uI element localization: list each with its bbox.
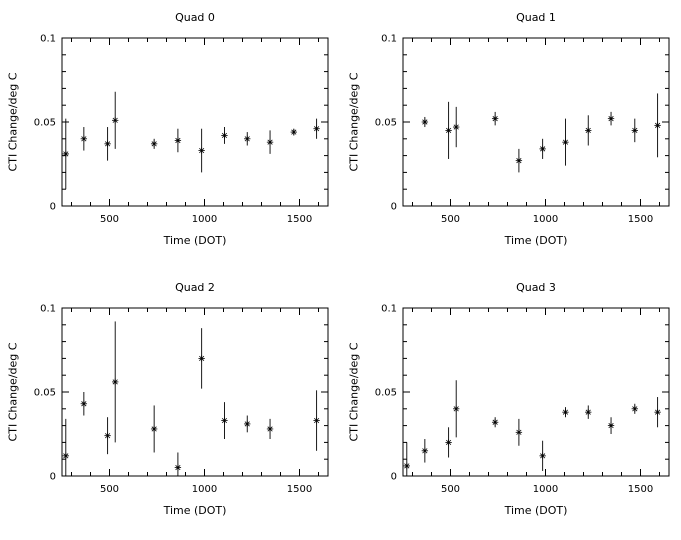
plot-canvas: 500 1000 1500 0 0.05 0.1 [34, 304, 329, 495]
x-axis-label: Time (DOT) [163, 504, 227, 517]
svg-text:0: 0 [391, 202, 397, 213]
subplot-quad-3: Quad 3 CTI Change/deg C Time (DOT) 500 10… [341, 270, 681, 540]
svg-text:1000: 1000 [533, 484, 558, 495]
svg-text:0.05: 0.05 [375, 388, 397, 399]
svg-text:0: 0 [50, 202, 56, 213]
svg-text:0.05: 0.05 [375, 118, 397, 129]
svg-text:0.05: 0.05 [34, 388, 56, 399]
plot-canvas: 500 1000 1500 0 0.05 0.1 [34, 34, 329, 225]
svg-text:0.1: 0.1 [381, 34, 397, 45]
svg-text:0: 0 [50, 472, 56, 483]
svg-text:500: 500 [100, 214, 119, 225]
subplot-title: Quad 2 [175, 281, 215, 294]
plot-canvas: 500 1000 1500 0 0.05 0.1 [375, 34, 670, 225]
svg-text:1500: 1500 [628, 214, 653, 225]
subplot-title: Quad 3 [516, 281, 556, 294]
subplot-quad-1: Quad 1 CTI Change/deg C Time (DOT) 500 10… [341, 0, 681, 270]
x-axis-label: Time (DOT) [504, 234, 568, 247]
svg-text:500: 500 [441, 214, 460, 225]
subplot-title: Quad 1 [516, 11, 556, 24]
svg-text:0.05: 0.05 [34, 118, 56, 129]
svg-text:0.1: 0.1 [40, 304, 56, 315]
svg-text:1500: 1500 [287, 214, 312, 225]
x-axis-label: Time (DOT) [504, 504, 568, 517]
svg-text:1000: 1000 [192, 214, 217, 225]
svg-text:1500: 1500 [628, 484, 653, 495]
svg-text:500: 500 [100, 484, 119, 495]
subplot-quad-2: Quad 2 CTI Change/deg C Time (DOT) 500 10… [0, 270, 340, 540]
subplot-title: Quad 0 [175, 11, 215, 24]
subplot-quad-0: Quad 0 CTI Change/deg C Time (DOT) 500 10… [0, 0, 340, 270]
svg-text:0: 0 [391, 472, 397, 483]
x-axis-label: Time (DOT) [163, 234, 227, 247]
svg-text:1000: 1000 [192, 484, 217, 495]
plot-canvas: 500 1000 1500 0 0.05 0.1 [375, 304, 670, 495]
svg-text:1000: 1000 [533, 214, 558, 225]
svg-text:0.1: 0.1 [40, 34, 56, 45]
svg-text:0.1: 0.1 [381, 304, 397, 315]
svg-text:1500: 1500 [287, 484, 312, 495]
svg-text:500: 500 [441, 484, 460, 495]
